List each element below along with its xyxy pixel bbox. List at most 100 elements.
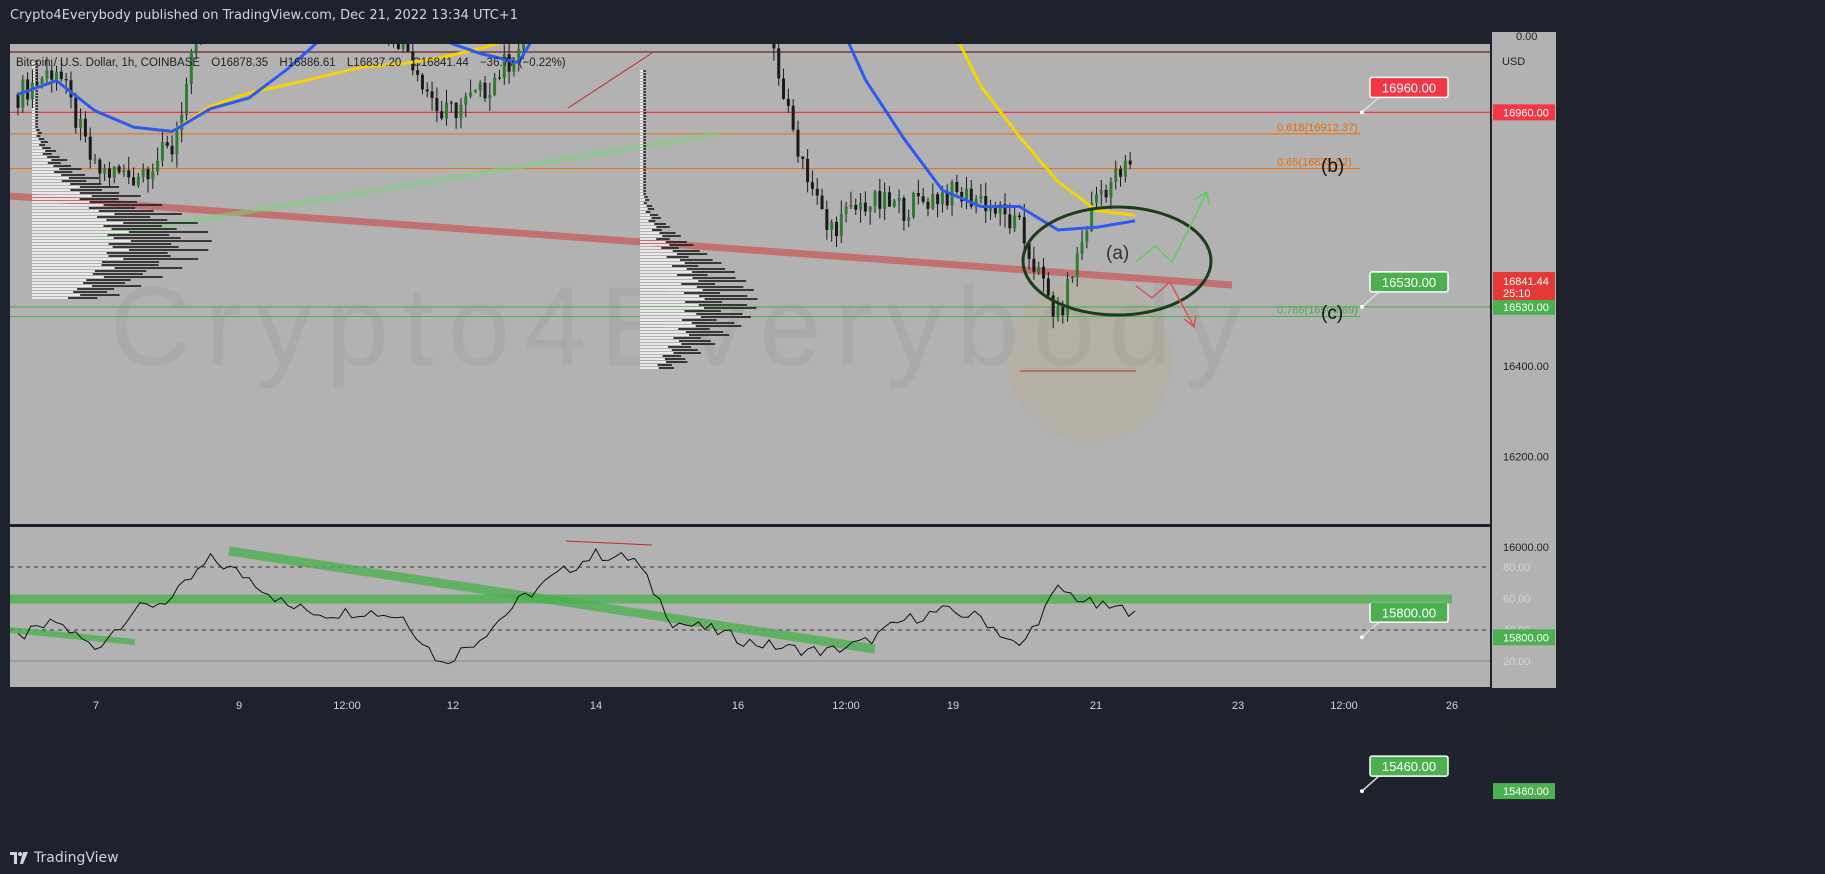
candle-body[interactable] <box>849 204 853 207</box>
candle-body[interactable] <box>1027 243 1031 259</box>
candle-body[interactable] <box>1037 266 1041 272</box>
candle-body[interactable] <box>459 104 463 119</box>
candle-body[interactable] <box>435 98 439 112</box>
candle-body[interactable] <box>127 170 131 178</box>
candle-body[interactable] <box>926 201 930 209</box>
candle-body[interactable] <box>830 221 834 230</box>
candle-body[interactable] <box>1114 168 1118 182</box>
candle-body[interactable] <box>974 198 978 207</box>
candle-body[interactable] <box>1128 160 1132 165</box>
candle-body[interactable] <box>483 82 487 99</box>
candle-body[interactable] <box>777 48 781 79</box>
candle-body[interactable] <box>493 77 497 95</box>
candle-body[interactable] <box>940 192 944 205</box>
candle-body[interactable] <box>473 90 477 93</box>
price-pane[interactable] <box>10 44 1490 524</box>
candle-body[interactable] <box>834 221 838 237</box>
candle-body[interactable] <box>180 114 184 130</box>
bull-scenario-arrow[interactable] <box>1135 191 1208 264</box>
candle-body[interactable] <box>989 205 993 212</box>
candle-body[interactable] <box>497 77 501 79</box>
ascending-trendline[interactable] <box>99 131 719 239</box>
candle-body[interactable] <box>88 136 92 160</box>
candle-body[interactable] <box>156 160 160 172</box>
candle-body[interactable] <box>35 82 39 85</box>
candle-body[interactable] <box>185 83 189 115</box>
candle-body[interactable] <box>810 182 814 189</box>
level-callout-box[interactable] <box>1369 755 1449 777</box>
candle-body[interactable] <box>74 97 78 128</box>
candle-body[interactable] <box>83 118 87 137</box>
candle-body[interactable] <box>502 54 506 79</box>
candle-body[interactable] <box>1008 214 1012 229</box>
candle-body[interactable] <box>902 197 906 221</box>
candle-body[interactable] <box>107 168 111 178</box>
candle-body[interactable] <box>40 78 44 85</box>
candle-body[interactable] <box>912 192 916 218</box>
candle-body[interactable] <box>984 196 988 212</box>
candle-body[interactable] <box>1090 203 1094 232</box>
candle-body[interactable] <box>897 197 901 201</box>
candle-body[interactable] <box>464 96 468 105</box>
candle-body[interactable] <box>160 142 164 161</box>
candle-body[interactable] <box>522 32 526 50</box>
candle-body[interactable] <box>998 204 1002 214</box>
candle-body[interactable] <box>1109 181 1113 198</box>
candle-body[interactable] <box>868 206 872 212</box>
price-axis-panel[interactable] <box>1492 32 1556 688</box>
candle-body[interactable] <box>1099 189 1103 195</box>
candle-body[interactable] <box>170 145 174 155</box>
candle-body[interactable] <box>117 166 121 173</box>
candle-body[interactable] <box>825 209 829 230</box>
candle-body[interactable] <box>979 196 983 199</box>
candle-body[interactable] <box>136 176 140 186</box>
ma-slow-line[interactable] <box>17 32 1136 217</box>
candle-body[interactable] <box>1061 307 1065 316</box>
candle-body[interactable] <box>1123 160 1127 177</box>
candle-body[interactable] <box>854 204 858 210</box>
candle-body[interactable] <box>820 195 824 210</box>
candle-body[interactable] <box>801 156 805 159</box>
consolidation-ellipse[interactable] <box>1021 205 1213 317</box>
candle-body[interactable] <box>425 89 429 92</box>
candle-body[interactable] <box>103 168 107 174</box>
candle-body[interactable] <box>45 70 49 79</box>
candle-body[interactable] <box>1080 241 1084 254</box>
candle-body[interactable] <box>945 192 949 206</box>
candle-body[interactable] <box>165 142 169 146</box>
candle-body[interactable] <box>430 91 434 99</box>
rsi-trendline-left[interactable] <box>10 627 136 645</box>
candle-body[interactable] <box>815 188 819 196</box>
candle-body[interactable] <box>782 78 786 99</box>
ma-fast-line[interactable] <box>17 32 1136 232</box>
candle-body[interactable] <box>964 188 968 202</box>
candle-body[interactable] <box>420 74 424 90</box>
candle-body[interactable] <box>512 63 516 72</box>
candle-body[interactable] <box>1017 215 1021 218</box>
candle-body[interactable] <box>112 166 116 178</box>
rsi-trendline-down[interactable] <box>228 546 876 654</box>
candle-body[interactable] <box>887 192 891 207</box>
candle-body[interactable] <box>478 82 482 91</box>
candle-body[interactable] <box>382 32 385 36</box>
candle-body[interactable] <box>194 32 198 52</box>
candle-body[interactable] <box>189 51 193 84</box>
candle-body[interactable] <box>916 192 920 197</box>
candle-body[interactable] <box>387 32 390 36</box>
candle-body[interactable] <box>1094 194 1098 204</box>
candle-body[interactable] <box>936 194 940 205</box>
candle-body[interactable] <box>839 213 843 237</box>
chart-area[interactable]: Crypto4Everybody 0.382(17479.17)0.5(1719… <box>0 32 1825 842</box>
candle-body[interactable] <box>969 188 973 207</box>
candle-body[interactable] <box>392 32 395 42</box>
candle-body[interactable] <box>30 82 34 100</box>
bear-scenario-arrow[interactable] <box>1135 280 1195 328</box>
candle-body[interactable] <box>122 170 126 173</box>
candle-body[interactable] <box>416 70 420 75</box>
candle-body[interactable] <box>931 194 935 209</box>
candle-body[interactable] <box>1003 204 1007 215</box>
candle-body[interactable] <box>955 182 959 193</box>
wedge-top-line[interactable] <box>567 52 653 109</box>
level-callout-box[interactable] <box>1369 271 1449 293</box>
candle-body[interactable] <box>132 177 136 186</box>
